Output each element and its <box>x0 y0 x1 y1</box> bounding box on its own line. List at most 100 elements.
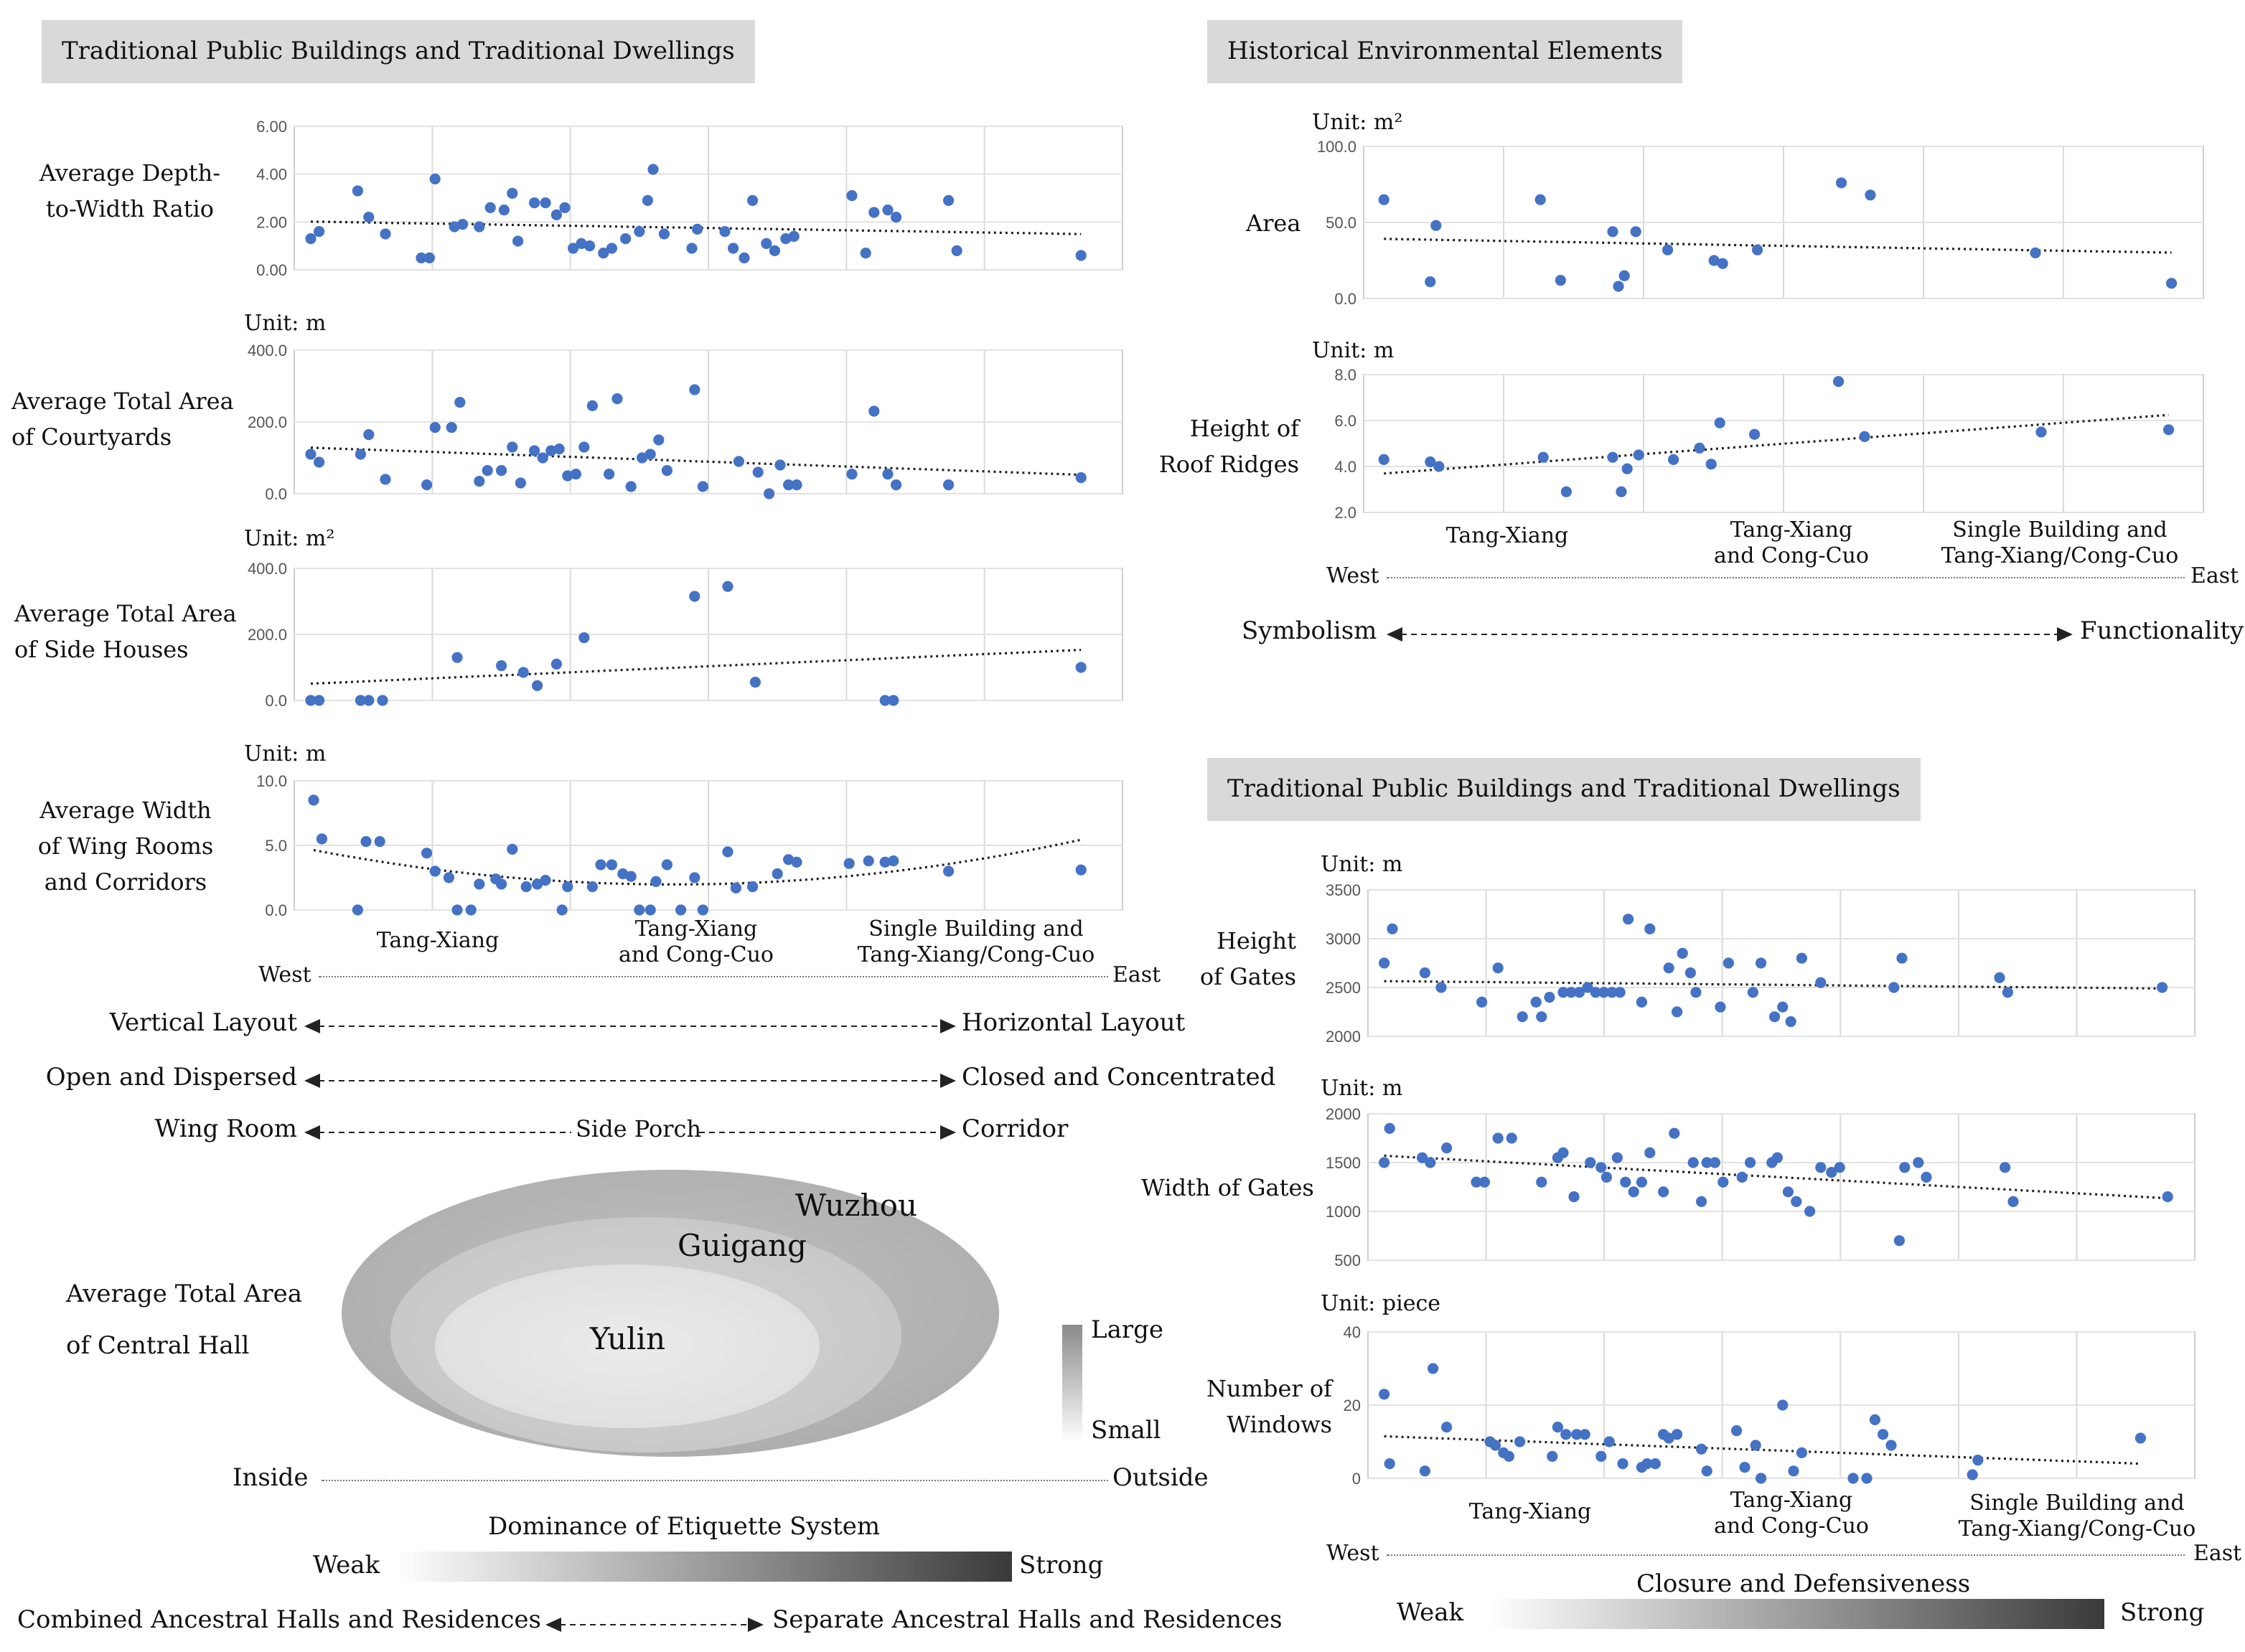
data-point <box>1788 1465 1799 1477</box>
rt-cat-2: Tang-Xiang and Cong-Cuo <box>1714 517 1869 568</box>
data-point <box>2163 424 2175 436</box>
data-point <box>1075 472 1087 484</box>
data-point <box>1690 987 1702 998</box>
chart-side-houses: 0.0 200.0 400.0 <box>248 560 1123 709</box>
data-point <box>363 429 375 441</box>
data-point <box>421 479 433 491</box>
data-point <box>1571 1429 1583 1440</box>
data-point <box>611 393 623 405</box>
data-point <box>529 445 540 456</box>
label-side-houses: Average Total Area of Side Houses <box>14 600 237 663</box>
size-legend-large: Large <box>1091 1316 1163 1345</box>
data-point <box>540 875 551 886</box>
data-point <box>1607 451 1618 463</box>
data-point <box>733 456 744 467</box>
data-point <box>532 878 543 890</box>
trend-line <box>310 446 1082 477</box>
data-point <box>1677 947 1688 959</box>
data-point <box>1994 972 2005 983</box>
data-point <box>314 456 325 468</box>
data-point <box>1433 461 1445 472</box>
data-point <box>308 794 319 806</box>
data-point <box>1614 987 1626 998</box>
data-point <box>1662 244 1674 255</box>
data-point <box>1717 1176 1729 1188</box>
outside-label: Outside <box>1112 1464 1209 1493</box>
unit-wing: Unit: m <box>244 741 327 766</box>
label-central-hall: Average Total Area of Central Hall <box>66 1280 303 1361</box>
data-point <box>507 187 518 199</box>
y-tick-label: 1000 <box>1326 1203 1361 1221</box>
data-point <box>446 422 457 433</box>
data-point <box>1745 1157 1756 1168</box>
data-point <box>1603 1436 1615 1447</box>
data-point <box>689 872 700 883</box>
label-courtyard: Average Total Area of Courtyards <box>11 388 234 451</box>
data-point <box>1379 1157 1390 1168</box>
data-point <box>314 226 325 238</box>
label-gate-height: Height of Gates <box>1199 927 1296 990</box>
data-point <box>2162 1191 2173 1203</box>
y-tick-label: 0.00 <box>256 261 287 278</box>
y-tick-label: 0 <box>1352 1470 1361 1488</box>
arrow-wing-corridor <box>304 1125 956 1140</box>
data-point <box>1663 962 1674 974</box>
data-point <box>1633 449 1644 461</box>
data-point <box>1888 982 1900 993</box>
data-point <box>661 859 673 870</box>
data-point <box>496 465 507 477</box>
data-point <box>559 202 571 213</box>
data-point <box>421 848 433 859</box>
functionality-label: Functionality <box>2080 617 2244 646</box>
data-point <box>1598 987 1610 998</box>
data-point <box>474 221 485 233</box>
data-point <box>1896 952 1908 964</box>
data-point <box>355 695 366 706</box>
y-tick-label: 3000 <box>1326 930 1361 948</box>
combined-halls-label: Combined Ancestral Halls and Residences <box>17 1606 541 1635</box>
data-point <box>2000 1162 2011 1173</box>
data-point <box>1796 952 1807 964</box>
data-point <box>570 469 581 480</box>
data-point <box>1899 1162 1911 1173</box>
chart-courtyard: 0.0 200.0 400.0 <box>248 342 1123 502</box>
data-point <box>451 904 463 916</box>
y-tick-label: 4.0 <box>1334 458 1356 476</box>
data-point <box>1777 1001 1789 1013</box>
data-point <box>637 452 648 464</box>
data-point <box>1669 1127 1680 1139</box>
arrow-horizontal-label: Horizontal Layout <box>962 1009 1186 1038</box>
closure-title: Closure and Defensiveness <box>1636 1570 1971 1599</box>
data-point <box>891 212 902 223</box>
data-point <box>507 441 518 453</box>
data-point <box>550 209 562 220</box>
data-point <box>1756 957 1767 969</box>
data-point <box>584 240 596 252</box>
data-point <box>1694 442 1705 454</box>
label-gate-width: Width of Gates <box>1141 1174 1314 1201</box>
data-point <box>650 876 662 887</box>
trend-line <box>1384 413 2169 475</box>
data-point <box>1425 1157 1436 1168</box>
data-point <box>515 477 526 489</box>
data-point <box>1492 1132 1504 1144</box>
data-point <box>1606 987 1618 998</box>
data-point <box>1636 996 1647 1008</box>
left-east: East <box>1112 962 1161 987</box>
arrow-open-label: Open and Dispersed <box>45 1064 297 1092</box>
data-point <box>1536 1011 1547 1023</box>
data-point <box>2030 247 2041 258</box>
data-point <box>1379 957 1390 969</box>
data-point <box>747 881 759 893</box>
data-point <box>556 904 568 916</box>
y-tick-label: 6.00 <box>256 118 287 136</box>
ring-label-guigang: Guigang <box>678 1229 807 1263</box>
data-point <box>305 233 317 245</box>
data-point <box>943 194 955 206</box>
data-point <box>625 481 637 492</box>
data-point <box>305 695 317 706</box>
data-point <box>484 202 496 213</box>
label-roof-ridges: Height of Roof Ridges <box>1158 415 1299 478</box>
data-point <box>719 226 731 238</box>
data-point <box>305 449 317 460</box>
